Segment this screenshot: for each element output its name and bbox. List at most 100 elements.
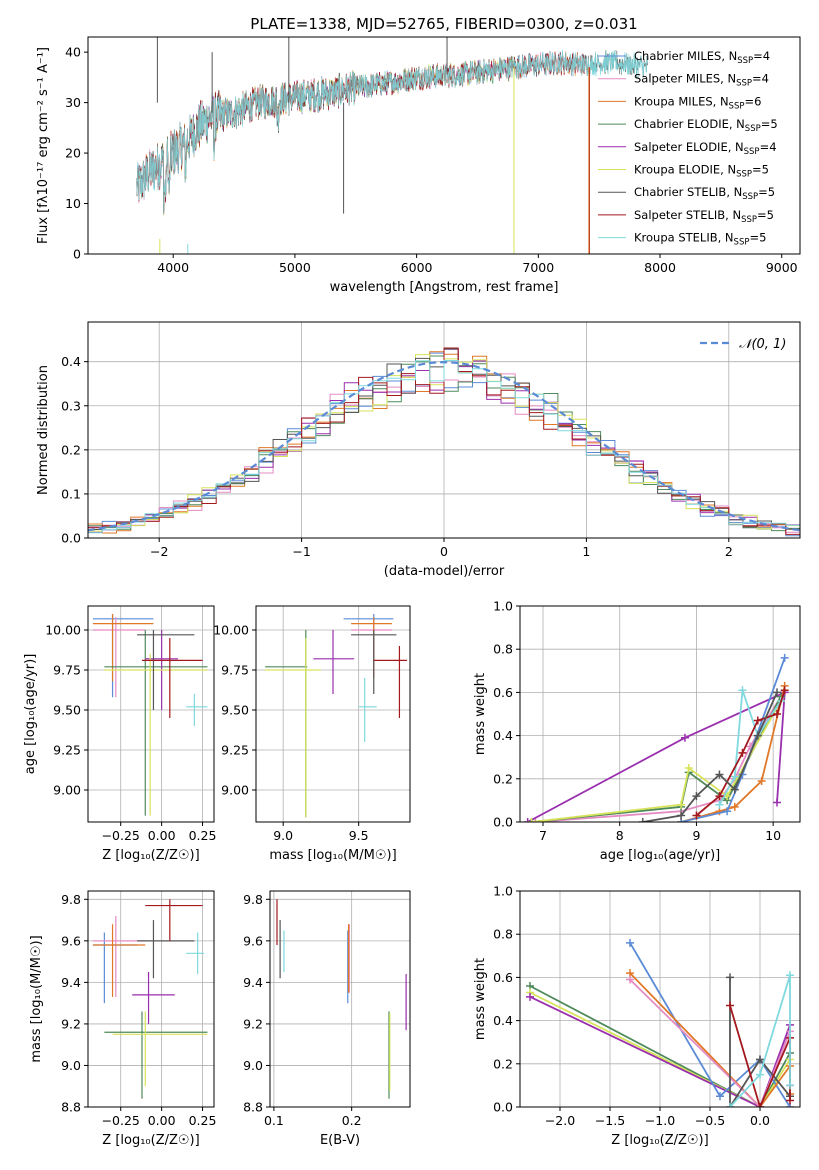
series-marker	[526, 992, 534, 1001]
series-marker	[772, 798, 781, 807]
x-tick-label: −1.5	[595, 1113, 625, 1128]
x-tick-label: 2	[725, 544, 733, 559]
x-tick-label: 8	[616, 828, 624, 843]
histogram-kroupa_stelib	[88, 360, 800, 537]
errorbar-salpeter_stelib	[145, 899, 203, 941]
series-marker	[677, 800, 686, 809]
y-tick-label: 9.75	[53, 663, 81, 678]
legend-text: Salpeter STELIB, N	[634, 208, 741, 222]
errorbar-salpeter_elodie	[313, 630, 355, 694]
y-tick-label: 0.8	[493, 642, 513, 657]
errorbar-salpeter_miles	[92, 915, 146, 997]
errorbar-salpeter_stelib	[142, 638, 203, 718]
legend-text: Chabrier STELIB, N	[634, 185, 742, 199]
x-tick-label: −1.0	[645, 1113, 675, 1128]
series-marker	[786, 1081, 794, 1090]
legend-subscript: SSP	[729, 101, 745, 111]
series-marker	[726, 1103, 734, 1107]
x-tick-label: 0.25	[189, 828, 217, 843]
y-tick-label: 8.8	[61, 1100, 81, 1115]
errorbar-kroupa_elodie	[104, 654, 208, 816]
y-tick-label: 0.0	[61, 531, 81, 546]
y-tick-label: 40	[65, 45, 81, 60]
series-marker	[692, 811, 701, 820]
legend-entry-chabrier_elodie: Chabrier ELODIE, NSSP=5	[634, 117, 778, 134]
y-tick-label: 9.00	[53, 783, 81, 798]
axes-age_vs_z: −0.25 0.00 0.25 9.00 9.25 9.50 9.75 10.00 Z [log…	[23, 606, 216, 863]
series-marker	[626, 975, 634, 984]
y-tick-label: 20	[65, 146, 81, 161]
legend-subscript: SSP	[742, 192, 758, 202]
normal-curve	[87, 360, 801, 532]
series-marker	[756, 1070, 764, 1079]
series-marker	[626, 938, 634, 947]
legend-suffix: =4	[760, 140, 777, 154]
y-tick-label: 9.50	[53, 703, 81, 718]
y-tick-label: 0.0	[493, 1100, 513, 1115]
series-marker	[786, 1096, 794, 1105]
x-tick-label: −2.0	[545, 1113, 575, 1128]
y-tick-label: 9.8	[61, 892, 81, 907]
axes-mass_vs_ebv: 0.1 0.2 8.8 9.0 9.2 9.4 9.6 9.8 E(B-V)	[243, 891, 410, 1148]
series-marker	[692, 792, 701, 801]
errorbar-chabrier_stelib	[137, 920, 195, 979]
y-axis-label: age [log₁₀(age/yr)]	[23, 654, 38, 775]
legend-text: Kroupa STELIB, N	[634, 231, 734, 245]
y-axis-label: mass [log₁₀(M/M☉)]	[29, 935, 44, 1062]
x-tick-label: 0.25	[189, 1113, 217, 1128]
errorbar-salpeter_elodie	[132, 972, 175, 1024]
x-tick-label: −0.5	[695, 1113, 725, 1128]
y-tick-label: 0.2	[493, 771, 513, 786]
series-marker	[684, 764, 693, 772]
errorbar-kroupa_stelib	[358, 678, 377, 742]
errorbar-chabrier_miles	[92, 614, 154, 698]
axes-residuals: −2 −1 0 1 2 0.0 0.1 0.2 0.3 0.4 (data-model)/error…	[36, 322, 801, 579]
y-axis-label: mass weight	[473, 958, 488, 1040]
legend-entry-salpeter_elodie: Salpeter ELODIE, NSSP=4	[634, 140, 777, 157]
y-tick-label: 9.6	[243, 933, 263, 948]
series-marker	[523, 818, 532, 822]
errorbar-kroupa_miles	[351, 617, 392, 678]
x-tick-label: 4000	[157, 260, 189, 275]
y-tick-label: 0.4	[493, 1013, 513, 1028]
errorbar-kroupa_stelib	[186, 694, 208, 726]
axes-mass_weight_vs_age: 7 8 9 10 0.0 0.2 0.4 0.6 0.8 1.0 age [log₁₀(age/yr…	[473, 599, 800, 863]
y-tick-label: 9.4	[61, 975, 81, 990]
series-chabrier_elodie	[527, 692, 785, 822]
series-line	[527, 690, 786, 822]
y-tick-label: 10	[65, 196, 81, 211]
legend-suffix: =5	[749, 231, 766, 245]
legend-text: Salpeter MILES, N	[634, 72, 736, 86]
series-marker	[753, 731, 762, 740]
y-tick-label: 9.00	[221, 783, 249, 798]
x-axis-label: Z [log₁₀(Z/Z☉)]	[611, 1133, 708, 1148]
y-tick-label: 9.4	[243, 975, 263, 990]
series-marker	[738, 748, 747, 757]
y-tick-label: 9.75	[221, 663, 249, 678]
mass_vs_ebv-frame	[269, 890, 411, 1108]
legend-text: Kroupa ELODIE, N	[634, 163, 736, 177]
errorbar-kroupa_elodie	[265, 638, 321, 818]
y-axis-label: mass weight	[473, 673, 488, 755]
y-tick-label: 9.25	[221, 743, 249, 758]
age_vs_mass-frame	[255, 605, 411, 823]
series-marker	[680, 733, 689, 742]
errorbar-salpeter_stelib	[373, 646, 407, 718]
y-tick-label: 9.0	[61, 1058, 81, 1073]
series-marker	[677, 811, 686, 820]
mass_vs_z-frame	[87, 890, 215, 1108]
series-marker	[756, 1055, 764, 1064]
x-tick-label: 5000	[279, 260, 311, 275]
series-marker	[527, 818, 536, 822]
errorbar-chabrier_elodie	[104, 1011, 208, 1099]
x-tick-label: 0.2	[342, 1113, 362, 1128]
errorbar-kroupa_miles	[92, 614, 154, 682]
y-axis-label: Flux [fλ10⁻¹⁷ erg cm⁻² s⁻¹ A⁻¹]	[36, 47, 51, 244]
series-marker	[772, 710, 781, 718]
axes-mass_vs_z: −0.25 0.00 0.25 8.8 9.0 9.2 9.4 9.6 9.8 Z [log₁₀(…	[29, 891, 216, 1148]
x-tick-label: 0.1	[264, 1113, 284, 1128]
series-marker	[715, 770, 724, 779]
legend-text: Chabrier ELODIE, N	[634, 117, 745, 131]
